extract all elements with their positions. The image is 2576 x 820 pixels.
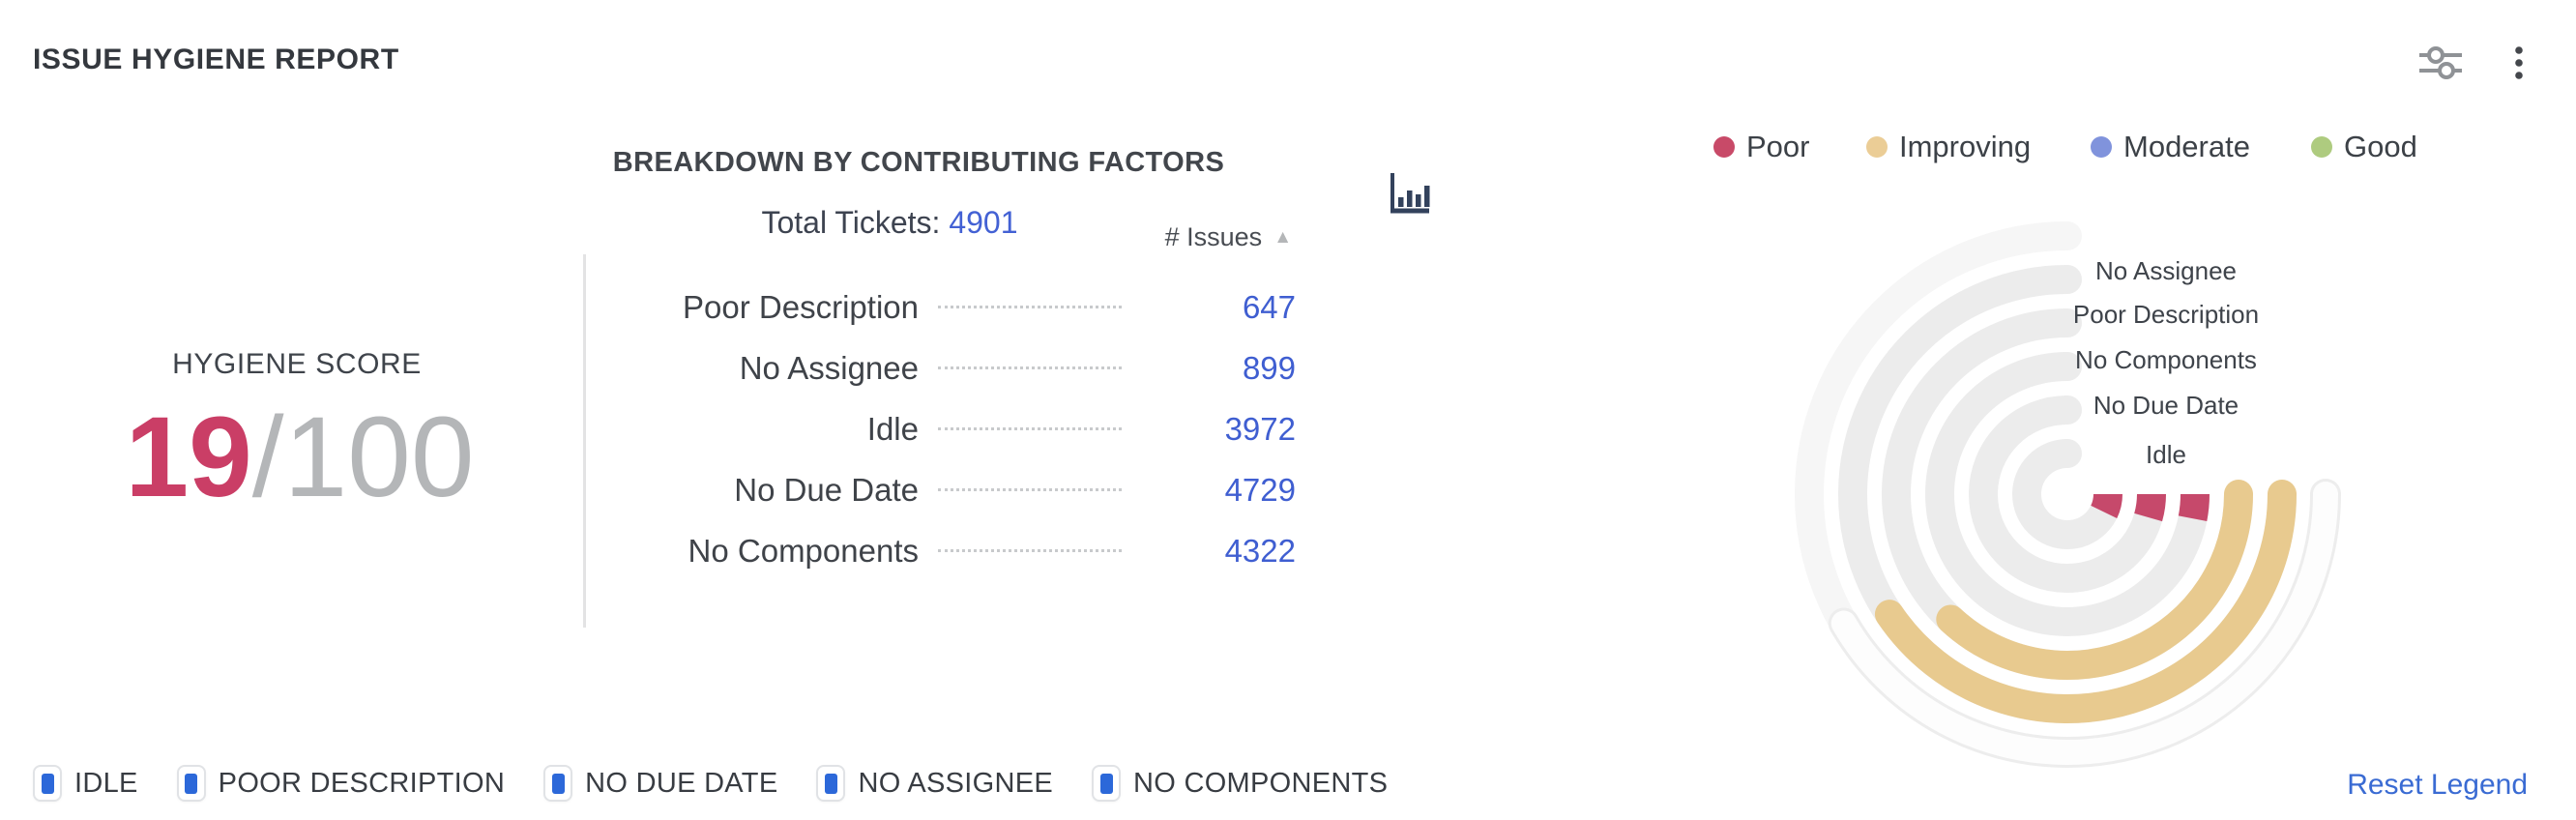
page-title: ISSUE HYGIENE REPORT	[33, 44, 399, 75]
ring-label: No Components	[2075, 345, 2257, 374]
legend-toggle-label: IDLE	[74, 767, 138, 799]
ring-track	[1925, 352, 2210, 636]
dotted-leader	[938, 366, 1122, 369]
poor-status-dot	[1713, 136, 1735, 158]
legend-toggle-no-due-date[interactable]: NO DUE DATE	[543, 765, 777, 802]
legend-checkbox-fill	[41, 773, 54, 794]
status-legend-label: Improving	[1899, 130, 2032, 163]
ring-value-arc	[2134, 493, 2166, 522]
score-separator: /	[251, 394, 284, 521]
ring-value-arc	[2178, 493, 2210, 522]
bar-chart-icon[interactable]	[1385, 170, 1431, 217]
factor-label: Poor Description	[683, 288, 919, 325]
ghost-ring-arc	[1830, 482, 2338, 765]
ring-value-arc	[1874, 480, 2297, 723]
total-tickets-label: Total Tickets:	[761, 205, 950, 240]
more-options-button[interactable]	[2504, 37, 2533, 89]
status-legend-label: Poor	[1746, 130, 1810, 163]
table-row: No Due Date 4729	[619, 459, 1296, 520]
sliders-icon	[2417, 46, 2464, 85]
legend-toggle-no-components[interactable]: NO COMPONENTS	[1092, 765, 1388, 802]
score-current: 19	[125, 394, 252, 521]
status-legend-item-good: Good	[2311, 130, 2417, 164]
factor-count-link[interactable]: 647	[1242, 288, 1296, 325]
ring-track	[1969, 395, 2166, 593]
chart-legend: IDLE POOR DESCRIPTION NO DUE DATE NO ASS…	[33, 765, 1388, 802]
ring-track-cap	[2053, 395, 2082, 425]
ring-label: No Assignee	[2095, 256, 2237, 285]
factor-count-link[interactable]: 899	[1242, 349, 1296, 386]
factor-count-link[interactable]: 4729	[1224, 471, 1296, 508]
ring-track-cap	[2053, 265, 2082, 294]
legend-toggle-label: NO ASSIGNEE	[858, 767, 1053, 799]
hygiene-radial-chart: No Assignee Poor Description No Components…	[1777, 204, 2357, 784]
ring-label: Idle	[2146, 440, 2186, 469]
status-legend-item-improving: Improving	[1866, 130, 2031, 164]
ring-value-arc	[2090, 493, 2122, 518]
total-tickets: Total Tickets: 4901	[619, 205, 1160, 241]
legend-checkbox-icon	[816, 765, 846, 802]
status-legend-label: Moderate	[2123, 130, 2250, 163]
table-row: No Assignee 899	[619, 337, 1296, 398]
legend-toggle-label: POOR DESCRIPTION	[218, 767, 506, 799]
ring-track-cap	[2053, 221, 2082, 250]
status-legend-item-poor: Poor	[1713, 130, 1809, 164]
ring-label: No Due Date	[2093, 391, 2239, 420]
total-tickets-value[interactable]: 4901	[949, 205, 1018, 240]
gadget-toolbar	[2414, 37, 2533, 89]
vertical-divider	[583, 254, 586, 628]
ring-track-cap	[2053, 439, 2082, 468]
kebab-menu-icon	[2508, 46, 2530, 88]
factor-label: Idle	[866, 410, 919, 447]
dotted-leader	[938, 427, 1122, 430]
legend-toggle-label: NO COMPONENTS	[1133, 767, 1389, 799]
ring-label: Poor Description	[2073, 300, 2259, 329]
legend-checkbox-icon	[1092, 765, 1121, 802]
table-row: No Components 4322	[619, 520, 1296, 581]
legend-checkbox-fill	[551, 773, 565, 794]
ring-value-arc	[1936, 480, 2253, 680]
legend-checkbox-fill	[1099, 773, 1113, 794]
legend-checkbox-icon	[543, 765, 573, 802]
legend-toggle-label: NO DUE DATE	[585, 767, 778, 799]
legend-checkbox-icon	[176, 765, 206, 802]
factor-count-link[interactable]: 3972	[1224, 410, 1296, 447]
breakdown-heading: BREAKDOWN BY CONTRIBUTING FACTORS	[612, 147, 1225, 178]
ring-track-cap	[2053, 308, 2082, 337]
dotted-leader	[938, 306, 1122, 308]
dotted-leader	[938, 488, 1122, 491]
legend-toggle-no-assignee[interactable]: NO ASSIGNEE	[816, 765, 1053, 802]
contributing-factors-table: Poor Description 647 No Assignee 899 Idl…	[619, 277, 1296, 581]
factor-count-link[interactable]: 4322	[1224, 532, 1296, 569]
dotted-leader	[938, 549, 1122, 552]
issues-column-header[interactable]: # Issues ▲	[1093, 222, 1292, 252]
reset-legend-link[interactable]: Reset Legend	[2347, 769, 2528, 801]
moderate-status-dot	[2091, 136, 2112, 158]
hygiene-score-value: 19/100	[10, 400, 590, 514]
legend-checkbox-fill	[185, 773, 198, 794]
table-row: Idle 3972	[619, 398, 1296, 459]
legend-toggle-idle[interactable]: IDLE	[33, 765, 138, 802]
factor-label: No Assignee	[739, 349, 919, 386]
score-max: 100	[283, 394, 475, 521]
ring-track	[2012, 439, 2122, 549]
legend-checkbox-icon	[33, 765, 62, 802]
status-legend-label: Good	[2344, 130, 2417, 163]
table-row: Poor Description 647	[619, 277, 1296, 337]
filter-settings-button[interactable]	[2414, 40, 2468, 86]
legend-toggle-poor-description[interactable]: POOR DESCRIPTION	[176, 765, 506, 802]
status-legend-item-moderate: Moderate	[2091, 130, 2250, 164]
factor-label: No Due Date	[734, 471, 919, 508]
factor-label: No Components	[688, 532, 919, 569]
legend-checkbox-fill	[824, 773, 837, 794]
good-status-dot	[2311, 136, 2332, 158]
hygiene-score-label: HYGIENE SCORE	[172, 348, 422, 380]
ring-track-cap	[2053, 352, 2082, 381]
sort-ascending-icon: ▲	[1273, 226, 1292, 248]
improving-status-dot	[1866, 136, 1888, 158]
issues-header-label: # Issues	[1164, 222, 1263, 251]
